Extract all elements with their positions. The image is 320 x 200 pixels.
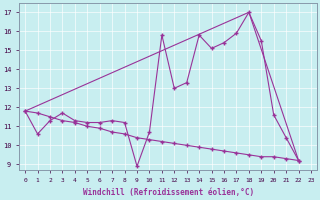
X-axis label: Windchill (Refroidissement éolien,°C): Windchill (Refroidissement éolien,°C) <box>83 188 254 197</box>
